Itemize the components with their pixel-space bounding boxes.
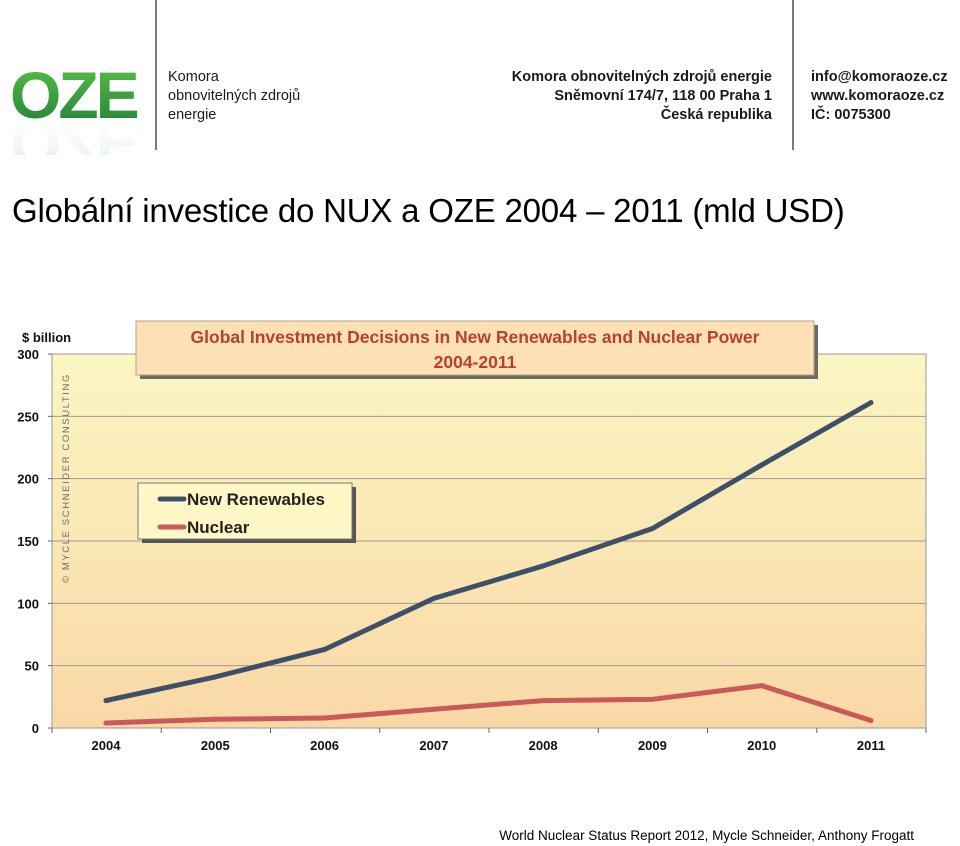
y-tick-label: 150 xyxy=(17,534,39,549)
legend-label: New Renewables xyxy=(187,490,325,509)
data-point xyxy=(431,595,437,601)
chart-title-box: Global Investment Decisions in New Renew… xyxy=(135,320,818,379)
y-axis: 0 50 100 150 200 250 300 xyxy=(17,347,52,736)
x-tick-label: 2006 xyxy=(310,738,339,753)
x-axis: 2004 2005 2006 2007 2008 2009 2010 2011 xyxy=(51,728,927,753)
y-tick-label: 50 xyxy=(25,659,39,674)
legend: New Renewables Nuclear xyxy=(137,482,356,543)
logo-text: OZE xyxy=(10,60,138,132)
y-tick-label: 0 xyxy=(32,721,39,736)
grid-lines xyxy=(52,415,926,667)
chart-subtitle: 2004-2011 xyxy=(434,352,517,372)
data-point xyxy=(540,698,546,704)
data-point xyxy=(649,696,655,702)
header-divider-left xyxy=(155,0,157,150)
x-tick-label: 2004 xyxy=(92,738,122,753)
org-address: Komora obnovitelných zdrojů energie Sněm… xyxy=(512,68,772,125)
y-axis-label: $ billion xyxy=(22,330,71,345)
y-tick-label: 250 xyxy=(17,409,39,424)
x-tick-label: 2005 xyxy=(201,738,230,753)
x-tick-label: 2007 xyxy=(419,738,448,753)
contact-id: IČ: 0075300 xyxy=(811,107,891,123)
data-point xyxy=(649,526,655,532)
data-point xyxy=(322,715,328,721)
org-name: Komora obnovitelných zdrojů energie xyxy=(168,68,300,125)
source-citation: World Nuclear Status Report 2012, Mycle … xyxy=(499,828,914,843)
x-tick-label: 2011 xyxy=(857,738,885,753)
series-line-nuclear xyxy=(103,683,874,726)
legend-label: Nuclear xyxy=(187,518,250,537)
chart-title: Global Investment Decisions in New Renew… xyxy=(191,327,760,347)
x-tick-label: 2010 xyxy=(747,738,776,753)
org-name-line: energie xyxy=(168,107,217,123)
series-line-renewables xyxy=(103,400,874,704)
oze-logo: OZE OZE xyxy=(10,60,141,155)
contact-website[interactable]: www.komoraoze.cz xyxy=(811,88,945,104)
header-divider-right xyxy=(792,0,794,150)
x-tick-label: 2008 xyxy=(529,738,558,753)
data-point xyxy=(759,683,765,689)
y-tick-label: 300 xyxy=(17,347,39,362)
data-point xyxy=(212,716,218,722)
address-line: Sněmovní 174/7, 118 00 Praha 1 xyxy=(554,88,772,104)
data-point xyxy=(868,718,874,724)
slide-title: Globální investice do NUX a OZE 2004 – 2… xyxy=(12,192,845,229)
data-point xyxy=(431,706,437,712)
logo-reflection: OZE xyxy=(10,106,138,155)
x-tick-label: 2009 xyxy=(638,738,667,753)
data-point xyxy=(540,563,546,569)
data-point xyxy=(103,720,109,726)
data-point xyxy=(759,462,765,468)
y-tick-label: 100 xyxy=(17,596,39,611)
org-contact: info@komoraoze.cz www.komoraoze.cz IČ: 0… xyxy=(811,68,948,125)
contact-email[interactable]: info@komoraoze.cz xyxy=(811,69,948,85)
org-name-line: obnovitelných zdrojů xyxy=(168,88,301,104)
data-point xyxy=(103,698,109,704)
header: OZE OZE Komora obnovitelných zdrojů ener… xyxy=(0,0,960,160)
y-tick-label: 200 xyxy=(17,472,39,487)
org-name-line: Komora xyxy=(168,69,219,85)
address-line: Česká republika xyxy=(660,107,772,123)
data-point xyxy=(868,400,874,406)
watermark: © MYCLE SCHNEIDER CONSULTING xyxy=(61,373,72,583)
data-point xyxy=(322,646,328,652)
address-line: Komora obnovitelných zdrojů energie xyxy=(511,69,772,85)
data-point xyxy=(212,674,218,680)
series-layer xyxy=(103,400,874,726)
